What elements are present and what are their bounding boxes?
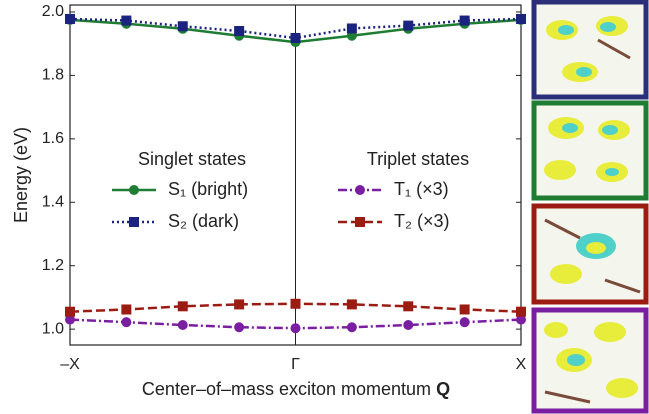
legend-title: Singlet states <box>138 149 246 169</box>
data-point <box>459 304 470 315</box>
data-point <box>290 298 301 309</box>
data-point <box>234 299 245 310</box>
legend-label: S₁ (bright) <box>168 179 248 199</box>
x-tick-label: –X <box>60 356 80 373</box>
data-point <box>346 299 357 310</box>
data-point <box>459 317 470 328</box>
data-point <box>516 314 526 325</box>
data-point <box>403 301 414 312</box>
data-point <box>290 323 301 334</box>
plot-frame <box>69 4 522 346</box>
data-point <box>346 322 357 333</box>
legend-label: T₁ (×3) <box>394 179 449 199</box>
x-axis-symbol: Q <box>436 379 450 399</box>
data-point <box>234 322 245 333</box>
y-axis-label: Energy (eV) <box>11 127 31 223</box>
data-point <box>234 26 245 37</box>
legend-marker <box>129 217 139 227</box>
data-point <box>403 20 414 31</box>
data-point <box>516 13 526 24</box>
legend-marker <box>355 185 365 195</box>
legend-title: Triplet states <box>367 149 469 169</box>
y-tick-label: 1.2 <box>42 257 64 274</box>
data-point <box>177 320 188 331</box>
data-point <box>516 306 526 317</box>
data-point <box>177 21 188 32</box>
panel <box>531 307 649 414</box>
y-tick-label: 1.0 <box>42 320 64 337</box>
data-point <box>290 32 301 43</box>
panel <box>531 0 649 100</box>
panel <box>531 100 649 201</box>
legend-label: S₂ (dark) <box>168 211 239 231</box>
y-tick-label: 1.4 <box>42 193 64 210</box>
data-point <box>459 15 470 26</box>
data-point <box>121 317 132 328</box>
legend-marker <box>355 217 365 227</box>
data-point <box>346 23 357 34</box>
y-tick-label: 1.6 <box>42 130 64 147</box>
data-point <box>65 306 75 317</box>
data-point <box>65 13 75 24</box>
legend-marker <box>129 185 139 195</box>
x-axis-label-text: Center–of–mass exciton momentum <box>142 379 431 399</box>
panel <box>531 203 649 305</box>
x-tick-label: Γ <box>291 356 300 373</box>
data-point <box>403 320 414 331</box>
structure-panels <box>531 0 649 414</box>
data-point <box>65 314 75 325</box>
x-tick-label: X <box>516 356 527 373</box>
data-point <box>177 301 188 312</box>
y-tick-label: 1.8 <box>42 67 64 84</box>
x-axis-label: Center–of–mass exciton momentum Q <box>142 379 450 399</box>
legend-label: T₂ (×3) <box>394 211 450 231</box>
y-tick-label: 2.0 <box>42 3 64 20</box>
data-point <box>121 15 132 26</box>
data-point <box>121 304 132 315</box>
